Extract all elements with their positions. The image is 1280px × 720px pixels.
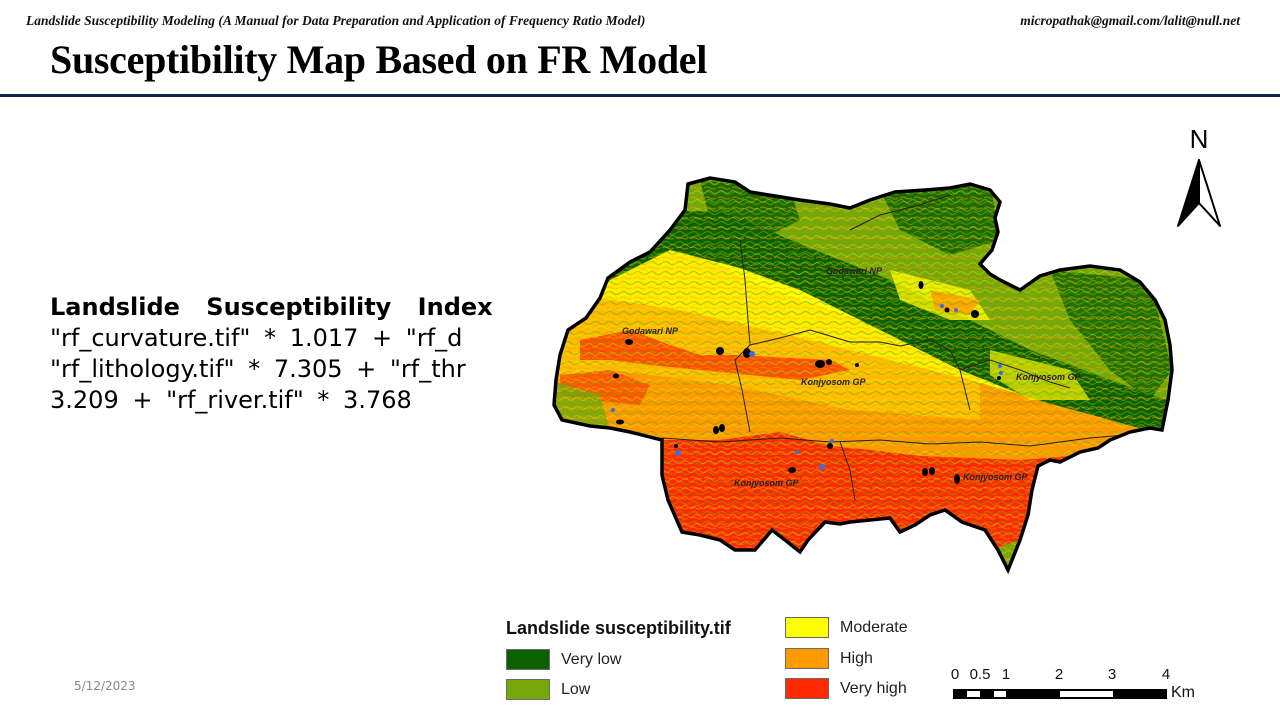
manual-title: Landslide Susceptibility Modeling (A Man… <box>26 13 646 28</box>
map-label-konjyosom-center: Konjyosom GP <box>801 377 867 387</box>
formula-line-3: 3.209 + "rf_river.tif" * 3.768 <box>50 386 412 414</box>
north-label: N <box>1189 124 1209 154</box>
scale-bar-graphic <box>953 689 1167 699</box>
header-divider <box>0 94 1280 97</box>
scale-tick: 2 <box>1054 666 1064 683</box>
scale-bar: 0 0.5 1 2 3 4 Km <box>945 666 1205 706</box>
legend-swatch-low <box>506 679 550 700</box>
slide-title: Susceptibility Map Based on FR Model <box>50 37 708 82</box>
formula-title: Landslide Susceptibility Index <box>50 293 493 321</box>
legend-label: High <box>840 649 873 667</box>
formula-line-2: "rf_lithology.tif" * 7.305 + "rf_thr <box>50 355 466 383</box>
legend-label: Very low <box>561 650 622 668</box>
scale-tick: 4 <box>1161 666 1171 683</box>
map-label-konjyosom-southwest: Konjyosom GP <box>734 478 800 488</box>
map-label-godawari-north: Godawari NP <box>826 266 883 276</box>
scale-unit: Km <box>1171 684 1195 701</box>
legend-item-very-high: Very high <box>785 678 907 699</box>
map-label-godawari-west: Godawari NP <box>622 326 679 336</box>
map-label-konjyosom-east: Konjyosom GP <box>1016 372 1082 382</box>
legend-label: Moderate <box>840 618 908 636</box>
contact-email: micropathak@gmail.com/lalit@null.net <box>1020 13 1240 28</box>
legend-swatch-high <box>785 648 829 669</box>
map-label-konjyosom-southeast: Konjyosom GP <box>963 472 1029 482</box>
legend-title: Landslide susceptibility.tif <box>506 618 731 638</box>
scale-tick: 3 <box>1107 666 1117 683</box>
legend-item-moderate: Moderate <box>785 617 908 638</box>
formula-line-1: "rf_curvature.tif" * 1.017 + "rf_d <box>50 324 463 352</box>
legend-label: Low <box>561 680 591 698</box>
slide-date: 5/12/2023 <box>74 679 136 693</box>
north-arrow: N <box>1174 124 1224 230</box>
legend-label: Very high <box>840 679 907 697</box>
legend-item-very-low: Very low <box>506 649 621 670</box>
susceptibility-formula: Landslide Susceptibility Index "rf_curva… <box>50 292 498 416</box>
scale-tick: 0.5 <box>969 666 991 683</box>
susceptibility-map: Godawari NP Godawari NP Konjyosom GP Kon… <box>550 170 1180 590</box>
scale-tick: 0 <box>950 666 960 683</box>
north-arrow-icon <box>1177 159 1221 227</box>
legend-swatch-moderate <box>785 617 829 638</box>
scale-tick: 1 <box>1001 666 1011 683</box>
legend-swatch-very-low <box>506 649 550 670</box>
legend-item-high: High <box>785 648 873 669</box>
legend-swatch-very-high <box>785 678 829 699</box>
legend-item-low: Low <box>506 679 590 700</box>
